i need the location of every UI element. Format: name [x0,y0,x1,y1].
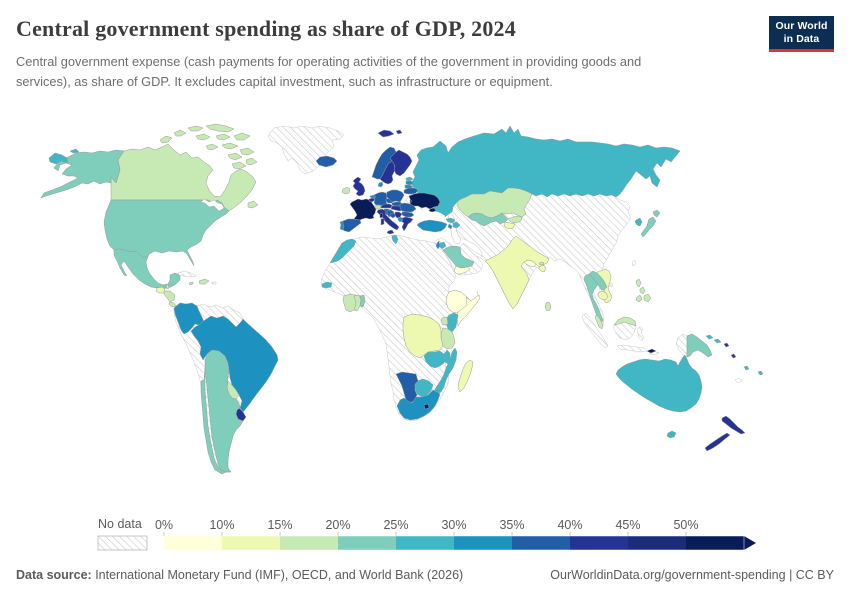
svg-text:20%: 20% [325,518,350,532]
svg-text:15%: 15% [267,518,292,532]
svg-text:10%: 10% [209,518,234,532]
svg-text:40%: 40% [557,518,582,532]
svg-text:45%: 45% [615,518,640,532]
svg-text:35%: 35% [499,518,524,532]
svg-text:30%: 30% [441,518,466,532]
svg-text:50%: 50% [673,518,698,532]
svg-text:0%: 0% [155,518,173,532]
svg-text:25%: 25% [383,518,408,532]
